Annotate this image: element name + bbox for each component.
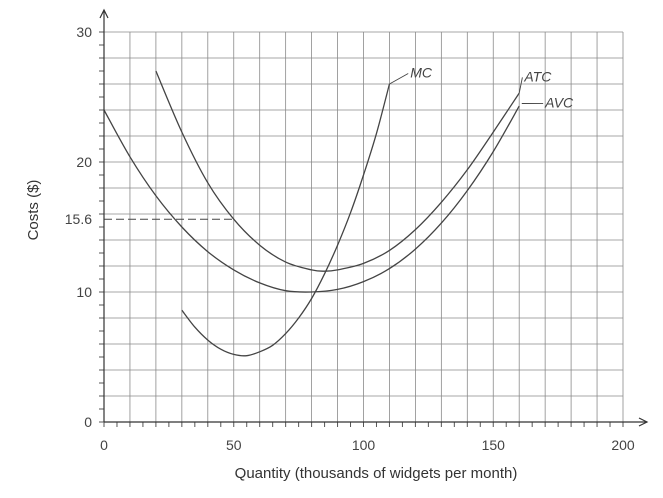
cost-curves <box>103 70 520 357</box>
y-tick-label: 15.6 <box>65 211 92 227</box>
x-axis-arrow-icon <box>638 417 649 427</box>
x-tick-label: 0 <box>100 437 108 453</box>
grid <box>104 31 624 422</box>
curve-label-avc: AVC <box>544 94 574 110</box>
curve-labels: MC ATC AVC <box>389 65 574 110</box>
y-tick-label: 10 <box>76 284 92 300</box>
curve-label-leader <box>389 73 409 85</box>
y-axis-title: Costs ($) <box>25 180 42 241</box>
x-tick-label: 200 <box>611 437 635 453</box>
curve-avc <box>103 105 520 293</box>
curve-atc <box>155 70 520 272</box>
y-tick-label: 20 <box>76 154 92 170</box>
axes <box>99 8 649 427</box>
curve-label-atc: ATC <box>523 68 552 84</box>
x-tick-label: 100 <box>352 437 376 453</box>
axis-minor-ticks <box>99 31 624 427</box>
tick-labels: 0 50 100 150 200 0 10 15.6 20 30 <box>65 24 635 453</box>
y-axis-arrow-icon <box>99 8 109 19</box>
x-axis-title: Quantity (thousands of widgets per month… <box>235 465 518 482</box>
x-tick-label: 50 <box>226 437 242 453</box>
curve-label-leader <box>518 77 523 94</box>
y-tick-label: 0 <box>84 414 92 430</box>
x-tick-label: 150 <box>482 437 506 453</box>
y-tick-label: 30 <box>76 24 92 40</box>
curve-mc <box>181 83 391 357</box>
curve-label-mc: MC <box>410 65 433 81</box>
